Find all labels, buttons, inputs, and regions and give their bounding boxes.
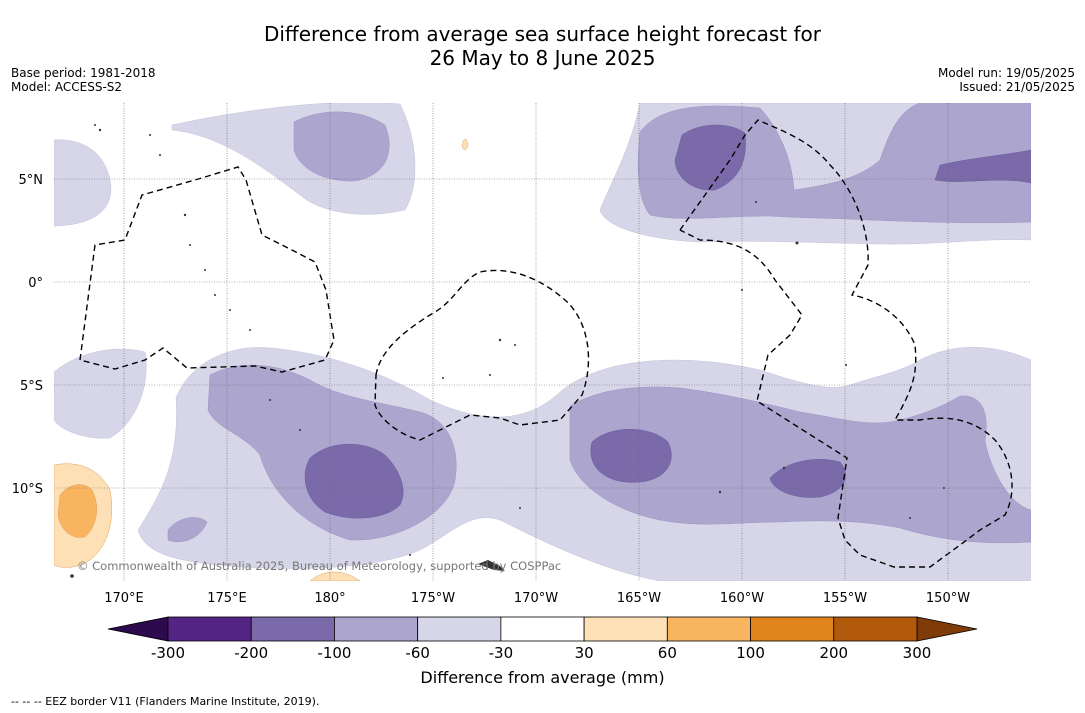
model-run: Model run: 19/05/2025: [937, 66, 1075, 80]
colorbar-tick-label: 100: [736, 644, 765, 662]
colorbar-swatch: [583, 616, 668, 642]
colorbar-swatch: [750, 616, 835, 642]
colorbar: -300 -200 -100 -60 -30 30 60 100 200 300: [107, 616, 978, 662]
colorbar-tick-label: 200: [819, 644, 848, 662]
colorbar-label: Difference from average (mm): [420, 668, 665, 687]
colorbar-swatch: [833, 616, 918, 642]
lon-label: 165°W: [617, 591, 661, 606]
map-title-line2: 26 May to 8 June 2025: [429, 46, 656, 70]
colorbar-swatch: [417, 616, 502, 642]
colorbar-tick-label: -200: [234, 644, 268, 662]
eez-footnote: -- -- -- EEZ border V11 (Flanders Marine…: [11, 695, 320, 708]
lon-label: 170°E: [104, 591, 144, 606]
colorbar-swatch: [250, 616, 335, 642]
lon-label: 150°W: [926, 591, 970, 606]
colorbar-tick-label: -30: [489, 644, 514, 662]
colorbar-high-extend: [916, 616, 978, 642]
lon-label: 170°W: [514, 591, 558, 606]
lon-labels: 170°E 175°E 180° 175°W 170°W 165°W 160°W…: [104, 591, 970, 606]
model-name: Model: ACCESS-S2: [11, 80, 123, 94]
meta-right: Model run: 19/05/2025 Issued: 21/05/2025: [938, 66, 1075, 94]
colorbar-tick-label: 30: [575, 644, 594, 662]
copyright-text: © Commonwealth of Australia 2025, Bureau…: [77, 559, 561, 573]
issued-date: Issued: 21/05/2025: [959, 80, 1075, 94]
lat-label: 0°: [28, 276, 43, 291]
islands: [70, 124, 945, 578]
colorbar-tick-label: -100: [317, 644, 351, 662]
colorbar-swatch: [666, 616, 751, 642]
lat-label: 10°S: [12, 482, 43, 497]
meta-left: Base period: 1981-2018 Model: ACCESS-S2: [11, 66, 156, 94]
map-title-line1: Difference from average sea surface heig…: [263, 22, 822, 46]
colorbar-tick-label: -300: [151, 644, 185, 662]
colorbar-swatch: [167, 616, 252, 642]
lon-label: 155°W: [823, 591, 867, 606]
map-title: Difference from average sea surface heig…: [0, 22, 1085, 70]
lon-label: 175°W: [411, 591, 455, 606]
lon-label: 180°: [314, 591, 345, 606]
colorbar-tick-label: -60: [405, 644, 430, 662]
colorbar-swatch: [334, 616, 419, 642]
anomaly-field: [54, 103, 1031, 581]
lat-label: 5°N: [19, 173, 44, 188]
colorbar-low-extend: [107, 616, 169, 642]
colorbar-tick-label: 300: [903, 644, 932, 662]
eez-borders: [79, 119, 1013, 568]
lon-label: 175°E: [207, 591, 247, 606]
colorbar-swatch: [500, 616, 585, 642]
colorbar-tick-label: 60: [658, 644, 677, 662]
base-period: Base period: 1981-2018: [11, 66, 156, 80]
lon-label: 160°W: [720, 591, 764, 606]
lat-labels: 5°N 0° 5°S 10°S: [12, 173, 43, 497]
lat-label: 5°S: [20, 379, 43, 394]
graticule: [54, 103, 1031, 581]
